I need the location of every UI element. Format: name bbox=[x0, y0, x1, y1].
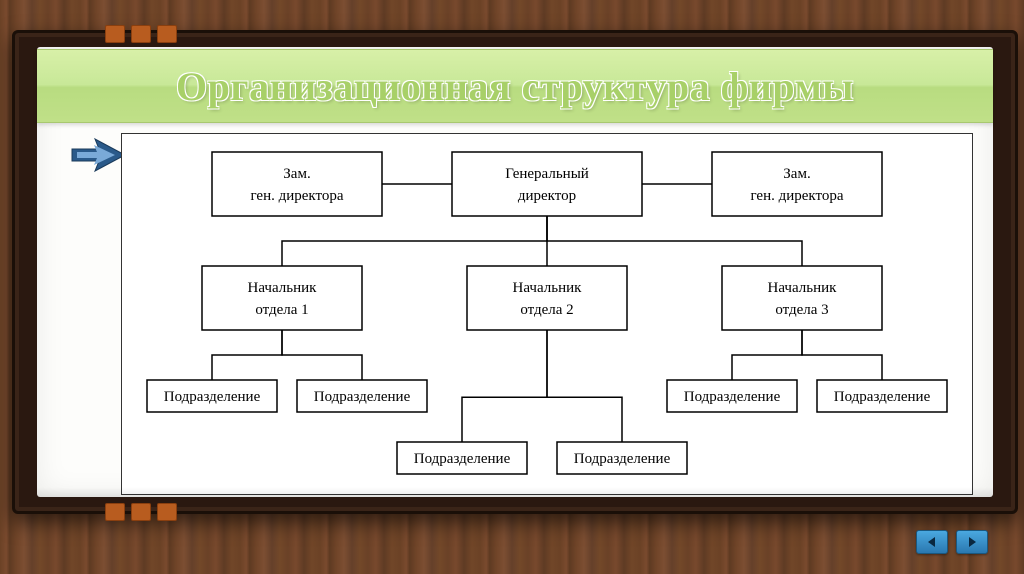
node-label: Зам. bbox=[783, 166, 810, 182]
next-button[interactable] bbox=[956, 530, 988, 554]
node-label: Начальник bbox=[768, 280, 838, 296]
node-zam2: Зам. ген. директора bbox=[712, 152, 882, 216]
page-shadow bbox=[37, 487, 993, 497]
binding-top bbox=[105, 25, 185, 41]
triangle-right-icon bbox=[966, 536, 978, 548]
org-chart-svg: Зам. ген. директора Генеральный директор Зам… bbox=[122, 134, 972, 494]
edge-n1-p1a bbox=[212, 330, 282, 380]
node-p3a: Подразделение bbox=[667, 380, 797, 412]
node-gd: Генеральный директор bbox=[452, 152, 642, 216]
title-banner: Организационная структура фирмы bbox=[37, 49, 993, 123]
node-label: Подразделение bbox=[684, 389, 781, 405]
book-frame: Организационная структура фирмы Зам. ген.… bbox=[12, 30, 1018, 514]
page-title: Организационная структура фирмы bbox=[176, 63, 854, 110]
node-p1b: Подразделение bbox=[297, 380, 427, 412]
node-label: Подразделение bbox=[574, 451, 671, 467]
node-n1: Начальник отдела 1 bbox=[202, 266, 362, 330]
node-label: Подразделение bbox=[314, 389, 411, 405]
node-label: Зам. bbox=[283, 166, 310, 182]
node-label: Начальник bbox=[513, 280, 583, 296]
edge-n3-p3a bbox=[732, 330, 802, 380]
node-label: отдела 3 bbox=[775, 302, 828, 318]
binding-bottom bbox=[105, 503, 185, 519]
node-p2b: Подразделение bbox=[557, 442, 687, 474]
edge-n1-p1b bbox=[282, 330, 362, 380]
lightning-arrow-icon bbox=[67, 135, 127, 175]
node-n2: Начальник отдела 2 bbox=[467, 266, 627, 330]
edge-n2-p2b bbox=[547, 330, 622, 442]
node-label: отдела 2 bbox=[520, 302, 573, 318]
wood-background: Организационная структура фирмы Зам. ген.… bbox=[0, 0, 1024, 574]
node-label: Подразделение bbox=[834, 389, 931, 405]
node-label: Генеральный bbox=[505, 166, 589, 182]
node-n3: Начальник отдела 3 bbox=[722, 266, 882, 330]
nav-buttons bbox=[916, 530, 988, 554]
node-p1a: Подразделение bbox=[147, 380, 277, 412]
edge-gd-n1 bbox=[282, 216, 547, 266]
node-label: ген. директора bbox=[750, 188, 843, 204]
prev-button[interactable] bbox=[916, 530, 948, 554]
node-label: Подразделение bbox=[414, 451, 511, 467]
node-p3b: Подразделение bbox=[817, 380, 947, 412]
node-zam1: Зам. ген. директора bbox=[212, 152, 382, 216]
node-label: отдела 1 bbox=[255, 302, 308, 318]
page: Организационная структура фирмы Зам. ген.… bbox=[37, 47, 993, 497]
triangle-left-icon bbox=[926, 536, 938, 548]
node-label: ген. директора bbox=[250, 188, 343, 204]
edge-gd-n3 bbox=[547, 216, 802, 266]
node-label: директор bbox=[518, 188, 576, 204]
edge-n3-p3b bbox=[802, 330, 882, 380]
node-p2a: Подразделение bbox=[397, 442, 527, 474]
org-chart: Зам. ген. директора Генеральный директор Зам… bbox=[121, 133, 973, 495]
edge-n2-p2a bbox=[462, 330, 547, 442]
node-label: Подразделение bbox=[164, 389, 261, 405]
node-label: Начальник bbox=[248, 280, 318, 296]
